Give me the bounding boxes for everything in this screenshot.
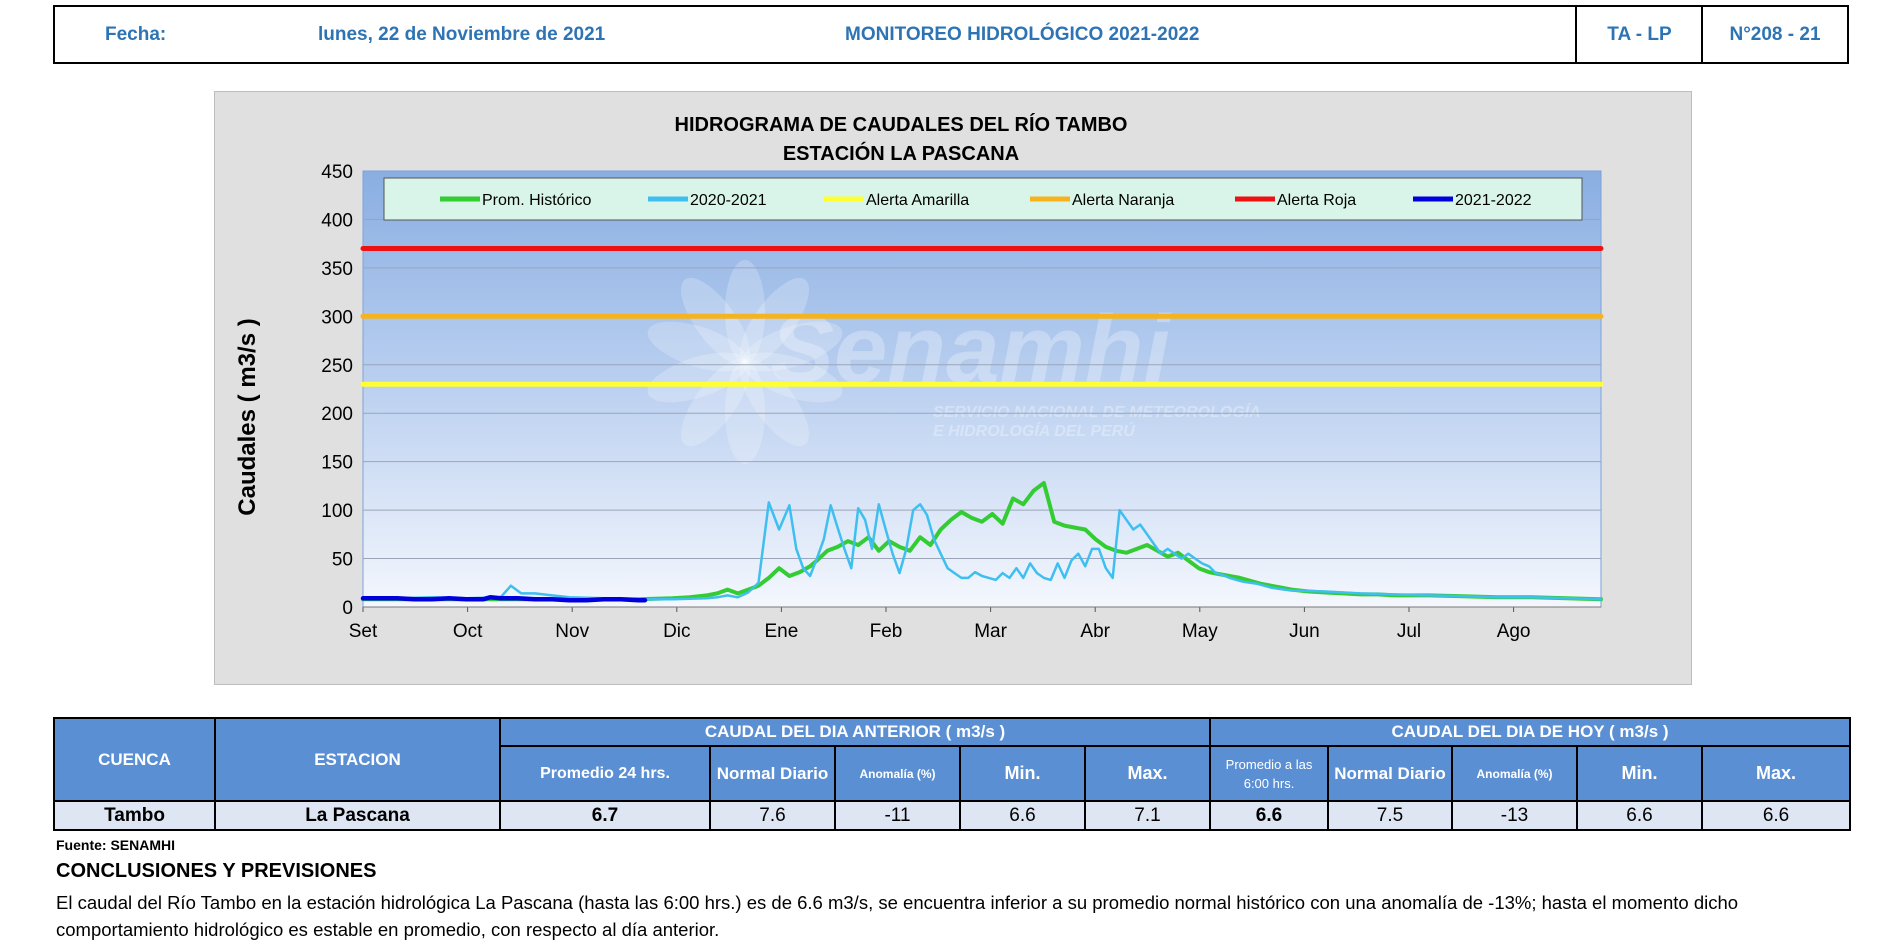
legend-label: 2021-2022 bbox=[1455, 192, 1532, 209]
watermark-petal bbox=[681, 358, 751, 447]
x-tick-label: May bbox=[1182, 621, 1218, 642]
header-estacion: ESTACION bbox=[214, 717, 501, 802]
header-cuenca: CUENCA bbox=[53, 717, 216, 802]
cell-max-hoy: 6.6 bbox=[1701, 800, 1852, 831]
legend-label: Alerta Roja bbox=[1277, 192, 1356, 209]
header-caudal-hoy: CAUDAL DEL DIA DE HOY ( m3/s ) bbox=[1209, 717, 1852, 747]
header-min-hoy: Min. bbox=[1576, 745, 1704, 802]
series-line bbox=[361, 501, 1603, 601]
cell-min: 6.6 bbox=[959, 800, 1086, 831]
x-tick-label: Jul bbox=[1397, 621, 1421, 642]
header-anomalia: Anomalía (%) bbox=[834, 745, 961, 802]
header-divider bbox=[1575, 7, 1577, 62]
date-value: lunes, 22 de Noviembre de 2021 bbox=[318, 23, 606, 45]
legend-label: Alerta Naranja bbox=[1072, 192, 1174, 209]
report-header: Fecha: lunes, 22 de Noviembre de 2021 MO… bbox=[53, 5, 1849, 64]
plot-area bbox=[362, 170, 1602, 608]
watermark-petal bbox=[681, 277, 751, 366]
x-tick-label: Set bbox=[349, 621, 378, 642]
header-normal-diario: Normal Diario bbox=[709, 745, 836, 802]
y-tick-label: 350 bbox=[321, 259, 353, 280]
watermark-subtitle-1: SERVICIO NACIONAL DE METEOROLOGÍA bbox=[933, 402, 1261, 421]
x-tick-label: Dic bbox=[663, 621, 690, 642]
cell-promedio-24: 6.7 bbox=[499, 800, 711, 831]
legend-label: Alerta Amarilla bbox=[866, 192, 969, 209]
y-tick-label: 300 bbox=[321, 307, 353, 328]
header-caudal-anterior: CAUDAL DEL DIA ANTERIOR ( m3/s ) bbox=[498, 717, 1212, 747]
y-tick-label: 450 bbox=[321, 162, 353, 183]
watermark-petal bbox=[739, 358, 809, 447]
y-tick-label: 200 bbox=[321, 404, 353, 425]
conclusions-text: El caudal del Río Tambo en la estación h… bbox=[56, 892, 1739, 940]
header-anomalia-hoy: Anomalía (%) bbox=[1451, 745, 1579, 802]
x-tick-label: Ago bbox=[1497, 621, 1531, 642]
watermark-text: Senamhi bbox=[770, 296, 1172, 403]
date-label: Fecha: bbox=[105, 23, 167, 45]
header-max: Max. bbox=[1083, 745, 1212, 802]
x-tick-label: Oct bbox=[453, 621, 483, 642]
table-row: Tambo La Pascana 6.7 7.6 -11 6.6 7.1 6.6… bbox=[53, 800, 1852, 831]
cell-normal-diario: 7.6 bbox=[709, 800, 836, 831]
header-promedio-6: Promedio a las 6:00 hrs. bbox=[1209, 745, 1330, 802]
chart-title-line1: HIDROGRAMA DE CAUDALES DEL RÍO TAMBO bbox=[675, 113, 1128, 136]
cell-max: 7.1 bbox=[1083, 800, 1212, 831]
x-tick-label: Nov bbox=[555, 621, 589, 642]
chart-legend: Prom. Histórico 2020-2021 Alerta Amarilla A… bbox=[383, 177, 1583, 221]
header-promedio-6-line1: Promedio a las bbox=[1225, 756, 1313, 772]
chart-title-line2: ESTACIÓN LA PASCANA bbox=[783, 141, 1019, 165]
cell-promedio-6: 6.6 bbox=[1209, 800, 1330, 831]
header-promedio-6-line2: 6:00 hrs. bbox=[1243, 775, 1295, 791]
y-tick-label: 100 bbox=[321, 501, 353, 522]
legend-label: 2020-2021 bbox=[690, 192, 767, 209]
header-max-hoy: Max. bbox=[1701, 745, 1852, 802]
flow-table: CUENCA ESTACION CAUDAL DEL DIA ANTERIOR … bbox=[53, 717, 1852, 831]
cell-normal-diario-hoy: 7.5 bbox=[1327, 800, 1454, 831]
header-min: Min. bbox=[959, 745, 1086, 802]
watermark-subtitle-2: E HIDROLOGÍA DEL PERÚ bbox=[933, 421, 1135, 440]
report-title: MONITOREO HIDROLÓGICO 2021-2022 bbox=[845, 23, 1200, 45]
hydrograph-chart: Senamhi SERVICIO NACIONAL DE METEOROLOGÍA… bbox=[214, 91, 1692, 685]
y-tick-label: 50 bbox=[332, 550, 353, 571]
cell-min-hoy: 6.6 bbox=[1576, 800, 1704, 831]
report-number: N°208 - 21 bbox=[1729, 23, 1821, 45]
cell-anomalia-hoy: -13 bbox=[1451, 800, 1579, 831]
watermark-petal bbox=[742, 321, 843, 372]
source-note: Fuente: SENAMHI bbox=[56, 837, 175, 853]
x-tick-label: Mar bbox=[974, 621, 1007, 642]
watermark-petal bbox=[725, 260, 765, 364]
header-promedio-24: Promedio 24 hrs. bbox=[499, 745, 711, 802]
y-tick-label: 250 bbox=[321, 356, 353, 377]
cell-estacion: La Pascana bbox=[214, 800, 501, 831]
x-tick-label: Abr bbox=[1080, 621, 1110, 642]
y-tick-label: 150 bbox=[321, 453, 353, 474]
x-tick-label: Jun bbox=[1289, 621, 1320, 642]
y-tick-label: 400 bbox=[321, 210, 353, 231]
x-tick-label: Ene bbox=[764, 621, 798, 642]
series-line bbox=[360, 595, 648, 603]
x-tick-label: Feb bbox=[870, 621, 903, 642]
legend-box bbox=[383, 177, 1583, 221]
legend-label: Prom. Histórico bbox=[482, 192, 591, 209]
watermark-petal bbox=[647, 321, 748, 372]
station-code: TA - LP bbox=[1607, 23, 1672, 45]
watermark-petal bbox=[739, 277, 809, 366]
header-normal-diario-hoy: Normal Diario bbox=[1327, 745, 1454, 802]
series-layer bbox=[360, 246, 1604, 603]
header-divider bbox=[1701, 7, 1703, 62]
cell-anomalia: -11 bbox=[834, 800, 961, 831]
y-axis-label: Caudales ( m3/s ) bbox=[234, 318, 261, 515]
axes-layer: 0 50 100 150 200 250 300 350 400 450 Set Oct Nov Dic E… bbox=[321, 162, 1601, 642]
cell-cuenca: Tambo bbox=[53, 800, 216, 831]
conclusions-title: CONCLUSIONES Y PREVISIONES bbox=[56, 860, 377, 882]
y-tick-label: 0 bbox=[342, 598, 353, 619]
